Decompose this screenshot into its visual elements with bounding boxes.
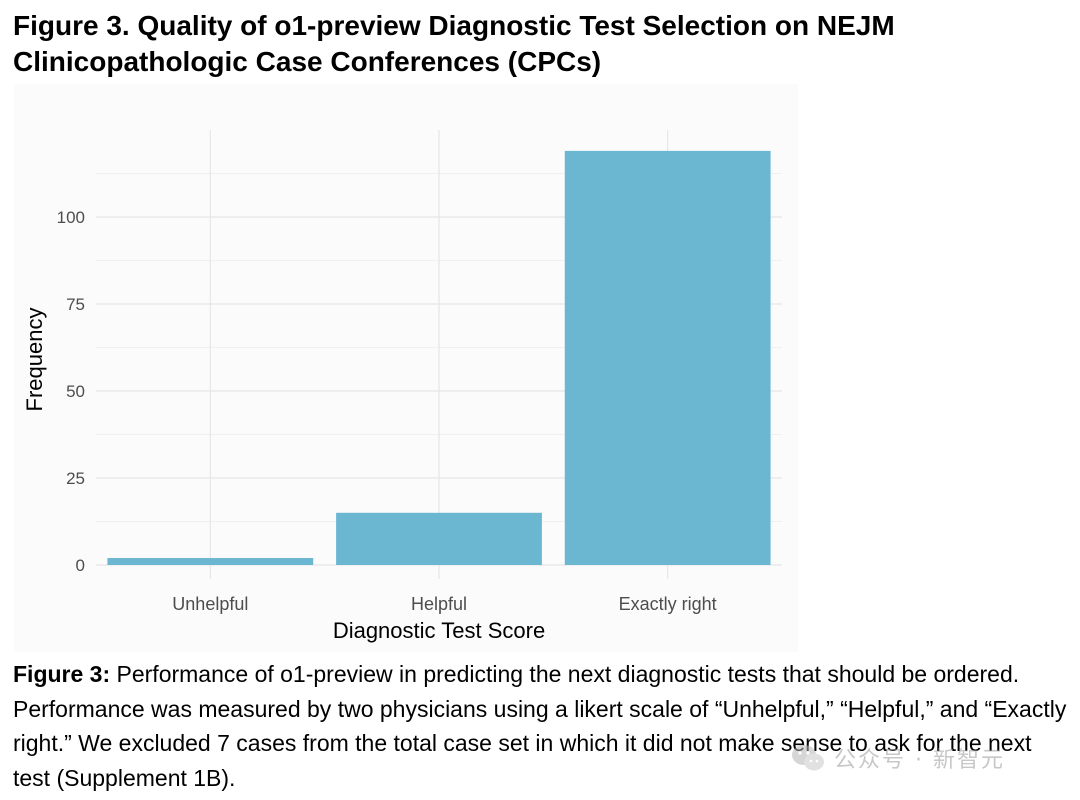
bar-unhelpful [107,558,314,565]
x-tick-label: Helpful [411,594,467,614]
figure-caption: Figure 3: Performance of o1-preview in p… [13,657,1068,795]
chart-panel: 0 25 50 75 100 Unhelpful Helpful Exactly right D… [14,84,798,652]
y-tick-label: 0 [76,556,85,575]
figure-title-line-2: Clinicopathologic Case Conferences (CPCs… [13,46,602,77]
bar-chart: 0 25 50 75 100 Unhelpful Helpful Exactly right D… [22,130,782,643]
watermark: 公众号 · 新智元 [790,742,1005,774]
caption-label: Figure 3: [13,661,111,687]
x-tick-label: Exactly right [619,594,717,614]
y-tick-label: 100 [57,208,85,227]
x-tick-labels: Unhelpful Helpful Exactly right [172,594,716,614]
y-tick-label: 25 [66,469,85,488]
bar-helpful [336,512,542,565]
bar-exactly-right [564,150,771,565]
watermark-text: 公众号 · 新智元 [834,748,1005,773]
x-axis-title: Diagnostic Test Score [333,618,545,643]
y-axis-title: Frequency [22,308,47,412]
wechat-icon [792,745,824,771]
y-tick-label: 75 [66,295,85,314]
figure-title: Figure 3. Quality of o1-preview Diagnost… [13,8,1063,80]
y-tick-labels: 0 25 50 75 100 [57,208,85,575]
figure-title-line-1: Figure 3. Quality of o1-preview Diagnost… [13,10,895,41]
x-tick-label: Unhelpful [172,594,248,614]
caption-text: Performance of o1-preview in predicting … [13,661,1067,791]
bars [107,150,771,565]
y-tick-label: 50 [66,382,85,401]
